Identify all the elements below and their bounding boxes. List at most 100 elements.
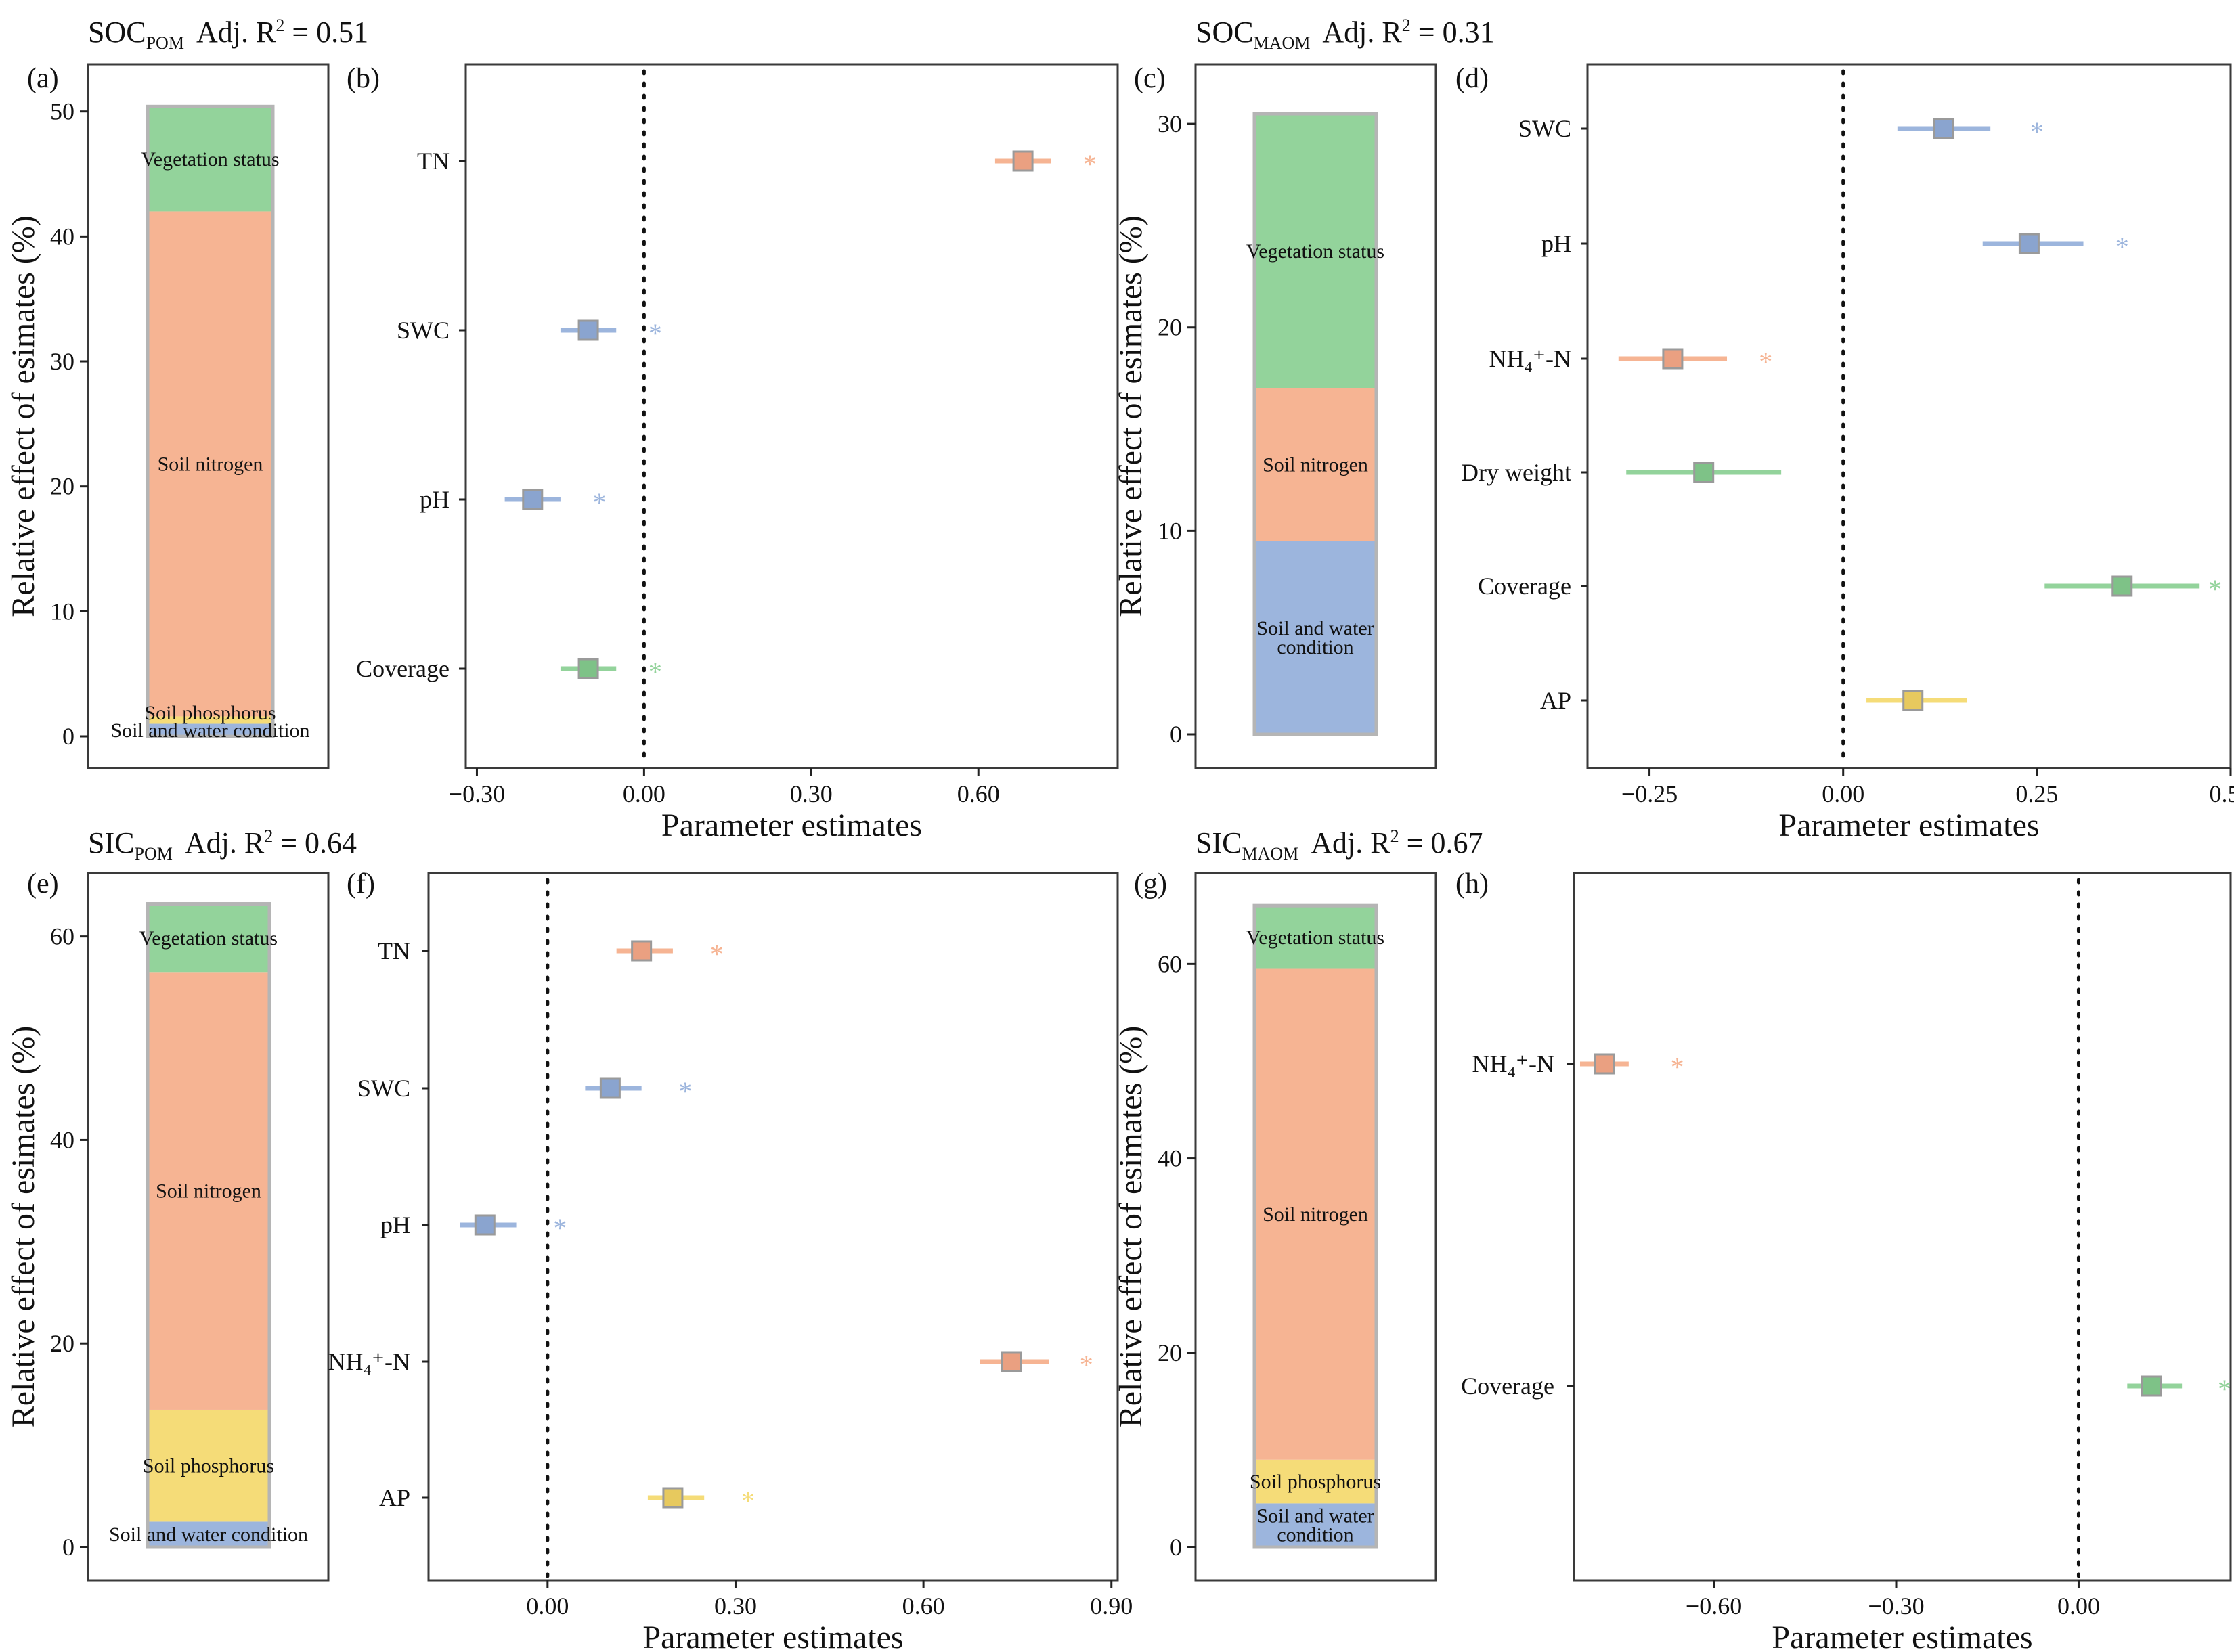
x-axis-label: Parameter estimates — [661, 807, 922, 843]
panel-letter: (h) — [1455, 868, 1489, 899]
significance-star: * — [649, 656, 662, 687]
y-axis-label: Relative effect of esimates (%) — [5, 215, 41, 617]
segment-label: Soil and water condition — [109, 1523, 308, 1546]
y-axis-label: Relative effect of esimates (%) — [5, 1026, 41, 1428]
bar-segment-vegetation — [148, 903, 269, 973]
x-axis-label: Parameter estimates — [642, 1620, 903, 1652]
panel-a: (a) SOCPOM Adj. R2 = 0.51 0 10 20 30 40 50 Relati… — [5, 16, 368, 769]
panel-letter: (a) — [27, 63, 59, 94]
y-tick-label: 20 — [50, 1330, 74, 1357]
stack-outline — [146, 104, 275, 738]
bar-segment-soil_water — [1254, 1503, 1376, 1547]
panel-d: (d) −0.25 0.00 0.25 0.50 Parameter estimates S… — [1455, 63, 2234, 843]
panel-frame — [87, 872, 330, 1582]
bar-segment-vegetation — [1254, 906, 1376, 969]
segment-label: Soil phosphorus — [143, 1455, 274, 1477]
panel-g: (g) SICMAOM Adj. R2 = 0.67 0 20 40 60 Relative … — [1113, 826, 1483, 1582]
significance-star: * — [2208, 574, 2222, 604]
segment-label: Vegetation status — [139, 927, 278, 950]
significance-star: * — [1083, 149, 1097, 179]
panel-c: (c) SOCMAOM Adj. R2 = 0.31 0 10 20 30 Relative … — [1113, 16, 1495, 769]
panel-frame — [1194, 63, 1437, 769]
panel-letter: (e) — [27, 868, 59, 899]
significance-star: * — [710, 939, 724, 969]
segment-label: Vegetation status — [1246, 927, 1384, 949]
estimate-point-nitrogen — [1001, 1351, 1022, 1372]
y-tick-label: 20 — [1158, 1339, 1182, 1366]
row-label: Dry weight — [1461, 459, 1571, 486]
segment-label: Soil nitrogen — [158, 453, 263, 475]
bar-segment-nitrogen — [1254, 388, 1376, 541]
y-tick-label: 10 — [1158, 517, 1182, 544]
estimate-point-nitrogen — [1594, 1053, 1615, 1075]
y-tick-label: 0 — [1170, 721, 1182, 748]
significance-star: * — [1759, 347, 1772, 377]
estimate-point-soil_water — [599, 1077, 621, 1099]
panel-letter: (d) — [1455, 63, 1489, 94]
row-label: Coverage — [1461, 1372, 1554, 1400]
significance-star: * — [678, 1076, 692, 1107]
estimate-point-soil_water — [577, 319, 599, 341]
panel-frame — [87, 63, 330, 769]
panel-f: (f) 0.00 0.30 0.60 0.90 Parameter estimates TN… — [328, 868, 1133, 1652]
x-tick-label: −0.25 — [1621, 780, 1678, 807]
panel-heading: SOCPOM Adj. R2 = 0.51 — [88, 16, 368, 53]
y-tick-label: 50 — [50, 98, 74, 125]
panel-heading: SICPOM Adj. R2 = 0.64 — [88, 826, 357, 864]
segment-label: Soil nitrogen — [156, 1180, 261, 1203]
significance-star: * — [593, 487, 607, 518]
estimate-point-phosphorus — [1902, 690, 1924, 711]
row-label: SWC — [1518, 115, 1571, 142]
estimate-point-nitrogen — [1662, 348, 1684, 370]
panel-heading: SICMAOM Adj. R2 = 0.67 — [1196, 826, 1483, 864]
x-tick-label: 0.25 — [2015, 780, 2058, 807]
y-tick-label: 40 — [50, 223, 74, 250]
segment-label: Soil nitrogen — [1263, 1203, 1368, 1226]
y-tick-label: 60 — [50, 923, 74, 950]
panel-frame — [1194, 872, 1437, 1582]
estimate-point-phosphorus — [662, 1487, 684, 1509]
panel-e: (e) SICPOM Adj. R2 = 0.64 0 20 40 60 Relative e… — [5, 826, 357, 1582]
bar-segment-nitrogen — [1254, 968, 1376, 1460]
row-label: SWC — [397, 317, 450, 344]
segment-label: Soil phosphorus — [1250, 1471, 1381, 1493]
y-tick-label: 0 — [1170, 1534, 1182, 1561]
panel-frame — [1573, 872, 2232, 1582]
significance-star: * — [1671, 1052, 1684, 1082]
panel-letter: (f) — [347, 868, 375, 899]
y-axis-label: Relative effect of esimates (%) — [1113, 1026, 1149, 1428]
x-tick-label: −0.30 — [449, 780, 505, 807]
row-label: NH₄⁺-N — [1489, 345, 1571, 372]
bar-segment-phosphorus — [148, 1409, 269, 1522]
y-tick-label: 30 — [1158, 110, 1182, 137]
y-tick-label: 30 — [50, 348, 74, 375]
segment-label: Vegetation status — [141, 148, 279, 171]
segment-label: Soil and water condition — [1256, 1505, 1374, 1546]
panel-frame — [464, 63, 1119, 769]
bar-segment-phosphorus — [1254, 1459, 1376, 1504]
panel-heading: SOCMAOM Adj. R2 = 0.31 — [1196, 16, 1495, 53]
segment-label: Soil and water condition — [110, 719, 309, 742]
estimate-point-nitrogen — [631, 940, 653, 962]
estimate-point-vegetation — [2111, 575, 2133, 597]
stack-outline — [1252, 903, 1378, 1549]
y-tick-label: 20 — [1158, 314, 1182, 341]
x-tick-label: −0.30 — [1868, 1592, 1924, 1620]
bar-segment-soil_water — [148, 723, 273, 736]
panel-h: (h) −0.60 −0.30 0.00 Parameter estimates NH₄⁺… — [1455, 868, 2232, 1652]
y-tick-label: 40 — [50, 1126, 74, 1153]
significance-star: * — [649, 318, 662, 349]
x-tick-label: 0.60 — [957, 780, 1000, 807]
x-tick-label: 0.60 — [902, 1592, 945, 1620]
bar-segment-phosphorus — [148, 716, 273, 724]
panel-frame — [427, 872, 1119, 1582]
bar-segment-soil_water — [148, 1521, 269, 1547]
y-tick-label: 40 — [1158, 1145, 1182, 1172]
estimate-point-vegetation — [577, 658, 599, 679]
significance-star: * — [553, 1213, 567, 1243]
segment-label: Soil phosphorus — [144, 702, 276, 724]
segment-label: Soil and water condition — [1256, 617, 1374, 658]
estimate-point-soil_water — [2018, 233, 2040, 254]
panel-letter: (c) — [1134, 63, 1166, 94]
